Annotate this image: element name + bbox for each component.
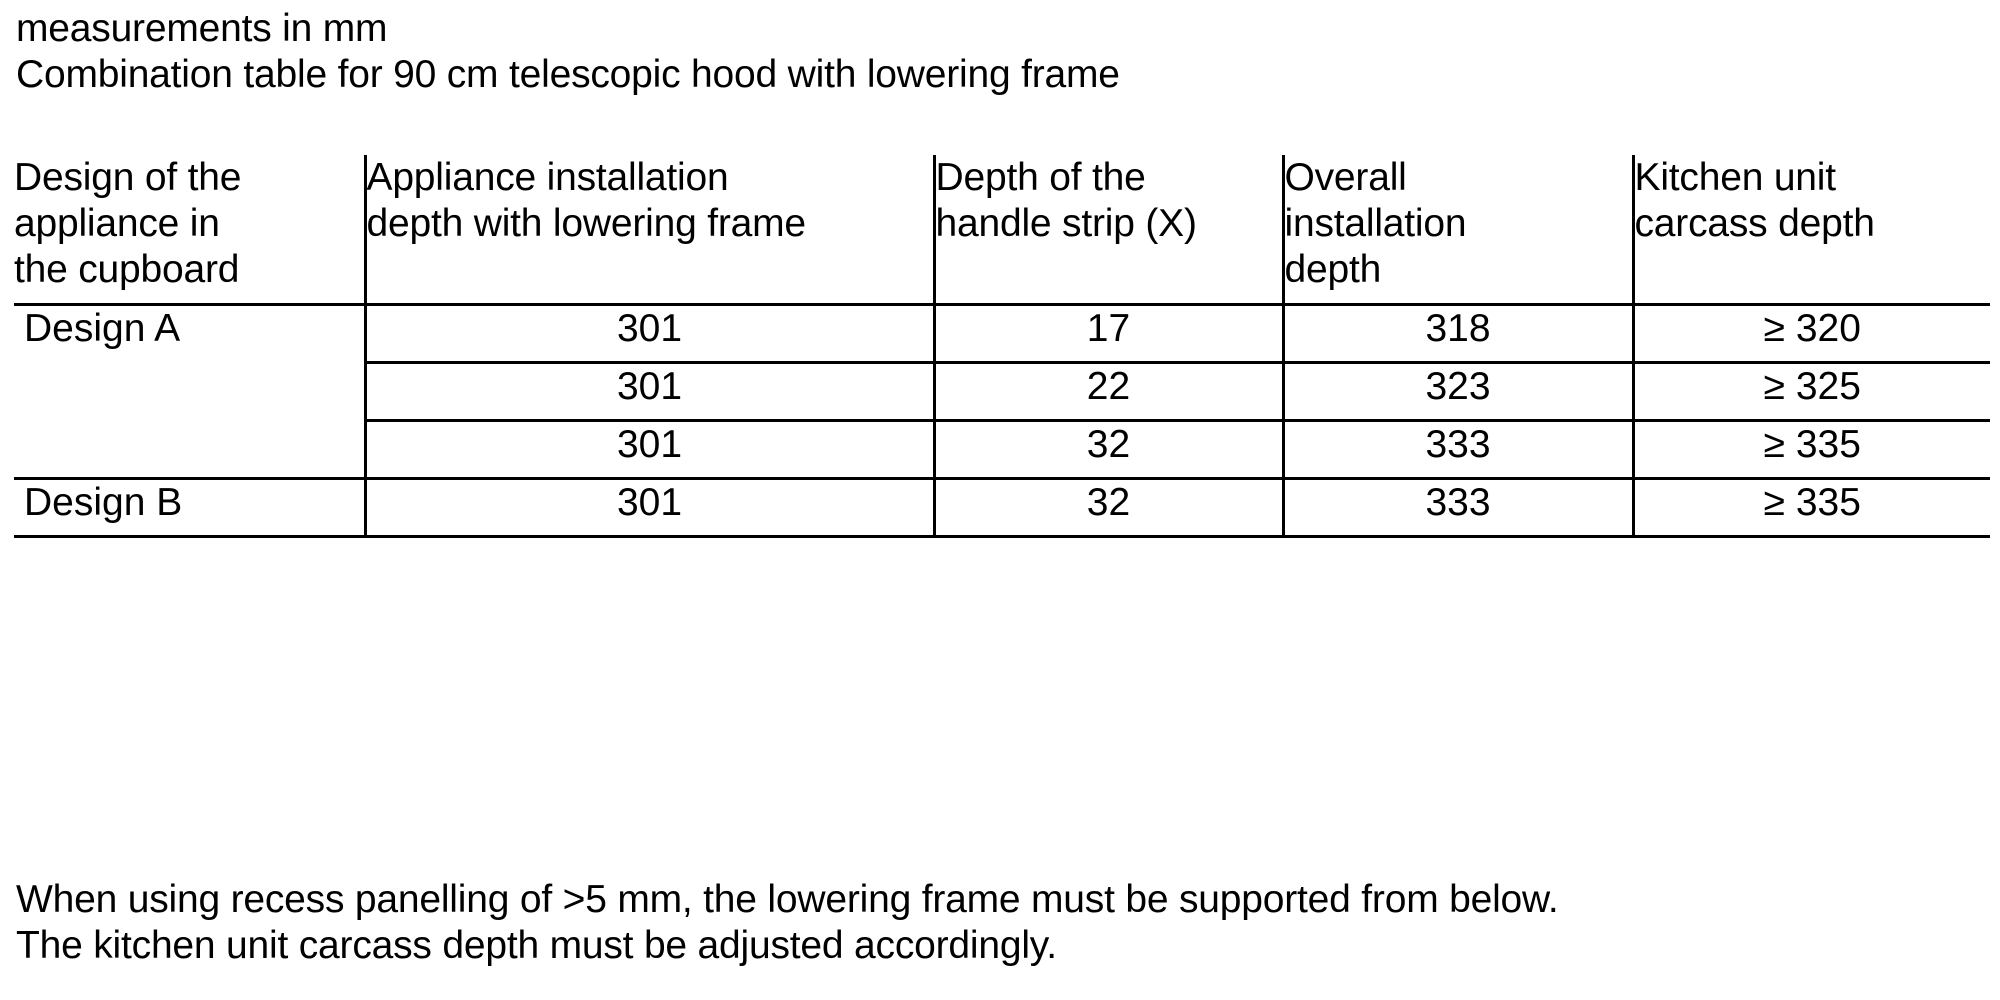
cell-handle-strip-depth: 32	[932, 419, 1283, 479]
column-header-appliance-installation-depth: Appliance installation depth with loweri…	[363, 155, 934, 305]
column-header-line-2: carcass depth	[1634, 202, 1875, 245]
column-header-line-2: depth with lowering frame	[366, 202, 807, 245]
column-header-kitchen-unit-carcass-depth: Kitchen unit carcass depth	[1631, 155, 1990, 305]
table-row: Design B 301 32 333 ≥ 335	[14, 477, 1990, 538]
combination-table-wrapper: Design of the appliance in the cupboard …	[14, 155, 1990, 538]
cell-design: Design A	[14, 303, 365, 363]
cell-carcass-depth: ≥ 335	[1631, 419, 1990, 479]
column-header-line-2: installation	[1284, 202, 1467, 245]
table-row: 301 22 323 ≥ 325	[14, 361, 1990, 421]
column-header-line-1: Appliance installation	[366, 156, 729, 199]
header-row: Design of the appliance in the cupboard …	[14, 155, 1990, 305]
cell-handle-strip-depth: 22	[932, 361, 1283, 421]
column-header-line-3: the cupboard	[14, 248, 240, 291]
cell-carcass-depth: ≥ 335	[1631, 477, 1990, 538]
column-header-line-1: Depth of the	[935, 156, 1146, 199]
column-header-line-2: appliance in	[14, 202, 220, 245]
column-header-line-1: Design of the	[14, 156, 242, 199]
cell-installation-depth: 301	[363, 419, 934, 479]
combination-table: Design of the appliance in the cupboard …	[14, 155, 1990, 538]
intro-text-block: measurements in mm Combination table for…	[16, 6, 1976, 98]
column-header-line-1: Kitchen unit	[1634, 156, 1837, 199]
cell-overall-installation-depth: 333	[1281, 477, 1633, 538]
cell-overall-installation-depth: 318	[1281, 303, 1633, 363]
cell-overall-installation-depth: 323	[1281, 361, 1633, 421]
column-header-line-2: handle strip (X)	[935, 202, 1197, 245]
table-header: Design of the appliance in the cupboard …	[14, 155, 1990, 305]
footnote-block: When using recess panelling of >5 mm, th…	[16, 877, 1986, 969]
cell-design	[14, 363, 365, 421]
cell-installation-depth: 301	[363, 361, 934, 421]
cell-overall-installation-depth: 333	[1281, 419, 1633, 479]
footnote-line-2: The kitchen unit carcass depth must be a…	[16, 924, 1057, 967]
cell-design	[14, 421, 365, 479]
cell-carcass-depth: ≥ 325	[1631, 361, 1990, 421]
table-row: Design A 301 17 318 ≥ 320	[14, 303, 1990, 363]
cell-installation-depth: 301	[363, 303, 934, 363]
cell-handle-strip-depth: 17	[932, 303, 1283, 363]
cell-handle-strip-depth: 32	[932, 477, 1283, 538]
cell-installation-depth: 301	[363, 477, 934, 538]
combination-table-title: Combination table for 90 cm telescopic h…	[16, 53, 1120, 96]
cell-carcass-depth: ≥ 320	[1631, 303, 1990, 363]
column-header-overall-installation-depth: Overall installation depth	[1281, 155, 1633, 305]
table-body: Design A 301 17 318 ≥ 320 301 22 323 ≥ 3…	[14, 303, 1990, 538]
column-header-line-1: Overall	[1284, 156, 1407, 199]
footnote-line-1: When using recess panelling of >5 mm, th…	[16, 878, 1559, 921]
table-row: 301 32 333 ≥ 335	[14, 419, 1990, 479]
measurements-unit-line: measurements in mm	[16, 7, 388, 50]
column-header-line-3: depth	[1284, 248, 1382, 291]
column-header-handle-strip-depth: Depth of the handle strip (X)	[932, 155, 1283, 305]
column-header-design-of-appliance: Design of the appliance in the cupboard	[14, 155, 365, 305]
cell-design: Design B	[14, 477, 365, 538]
